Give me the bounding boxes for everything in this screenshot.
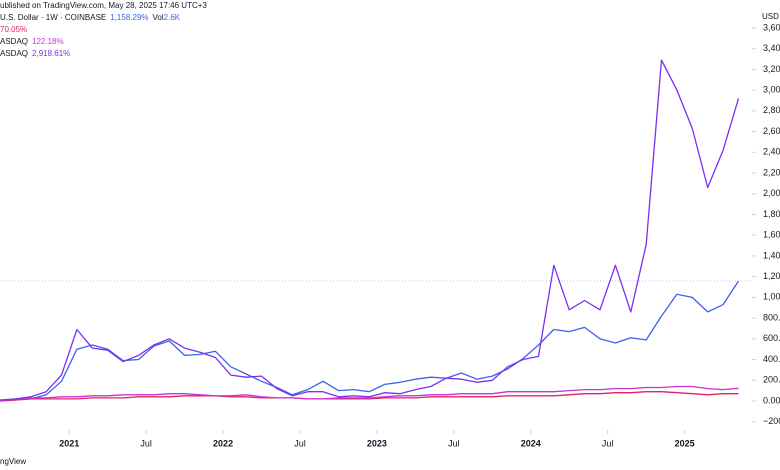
volume-label: Vol: [153, 13, 164, 22]
y-tick-label: 600.00: [763, 333, 780, 343]
legend-value: 70.05%: [0, 25, 27, 34]
x-tick-label: 2021: [59, 438, 79, 448]
x-tick-label: 2023: [367, 438, 387, 448]
y-tick-label: 3,40: [763, 43, 780, 53]
legend-value: 122.18%: [32, 37, 64, 46]
legend: U.S. Dollar · 1W · COINBASE 1,158.29% Vol2…: [0, 13, 181, 58]
axes: −200 0.00 200.00 400.00 600.00 800.00 1,00 1,20…: [59, 22, 780, 448]
y-tick-label: 3,20: [763, 64, 780, 74]
currency-label: USD: [762, 12, 779, 21]
y-tick-label: −200: [763, 416, 780, 426]
y-tick-label: 3,60: [763, 22, 780, 32]
x-tick-label: Jul: [140, 438, 152, 448]
series-line: [0, 280, 740, 402]
y-tick-label: 2,00: [763, 188, 780, 198]
series-line: [0, 59, 740, 401]
x-tick-label: Jul: [602, 438, 614, 448]
legend-entry: ASDAQ 122.18%: [0, 37, 64, 46]
y-tick-label: 400.00: [763, 354, 780, 364]
x-tick-label: 2022: [213, 438, 233, 448]
x-tick-label: 2024: [521, 438, 541, 448]
y-tick-label: 1,40: [763, 250, 780, 260]
legend-entry: ASDAQ 2,918.61%: [0, 49, 70, 58]
x-tick-label: 2025: [675, 438, 695, 448]
x-tick-label: Jul: [294, 438, 306, 448]
y-tick-label: 800.00: [763, 312, 780, 322]
legend-entry: 70.05%: [0, 25, 27, 34]
y-tick-label: 2,20: [763, 167, 780, 177]
y-tick-label: 1,80: [763, 209, 780, 219]
y-tick-label: 2,40: [763, 147, 780, 157]
y-tick-label: 200.00: [763, 375, 780, 385]
y-tick-label: 1,00: [763, 292, 780, 302]
legend-name: ASDAQ: [0, 37, 28, 46]
y-tick-label: 1,20: [763, 271, 780, 281]
watermark: ngView: [0, 457, 26, 466]
y-tick-label: 3,00: [763, 85, 780, 95]
y-tick-label: 2,60: [763, 126, 780, 136]
y-tick-label: 2,80: [763, 105, 780, 115]
legend-name: U.S. Dollar · 1W · COINBASE: [0, 13, 106, 22]
legend-value: 2,918.61%: [32, 49, 70, 58]
series-line: [0, 391, 739, 402]
volume-value: 2.6K: [164, 13, 181, 22]
published-note: ublished on TradingView.com, May 28, 202…: [0, 1, 207, 10]
y-tick-label: 1,60: [763, 230, 780, 240]
legend-name: ASDAQ: [0, 49, 28, 58]
series-line: [0, 385, 739, 402]
legend-entry: U.S. Dollar · 1W · COINBASE 1,158.29% Vol2…: [0, 13, 181, 22]
x-tick-label: Jul: [448, 438, 460, 448]
legend-value: 1,158.29%: [110, 13, 148, 22]
y-tick-label: 0.00: [763, 395, 780, 405]
